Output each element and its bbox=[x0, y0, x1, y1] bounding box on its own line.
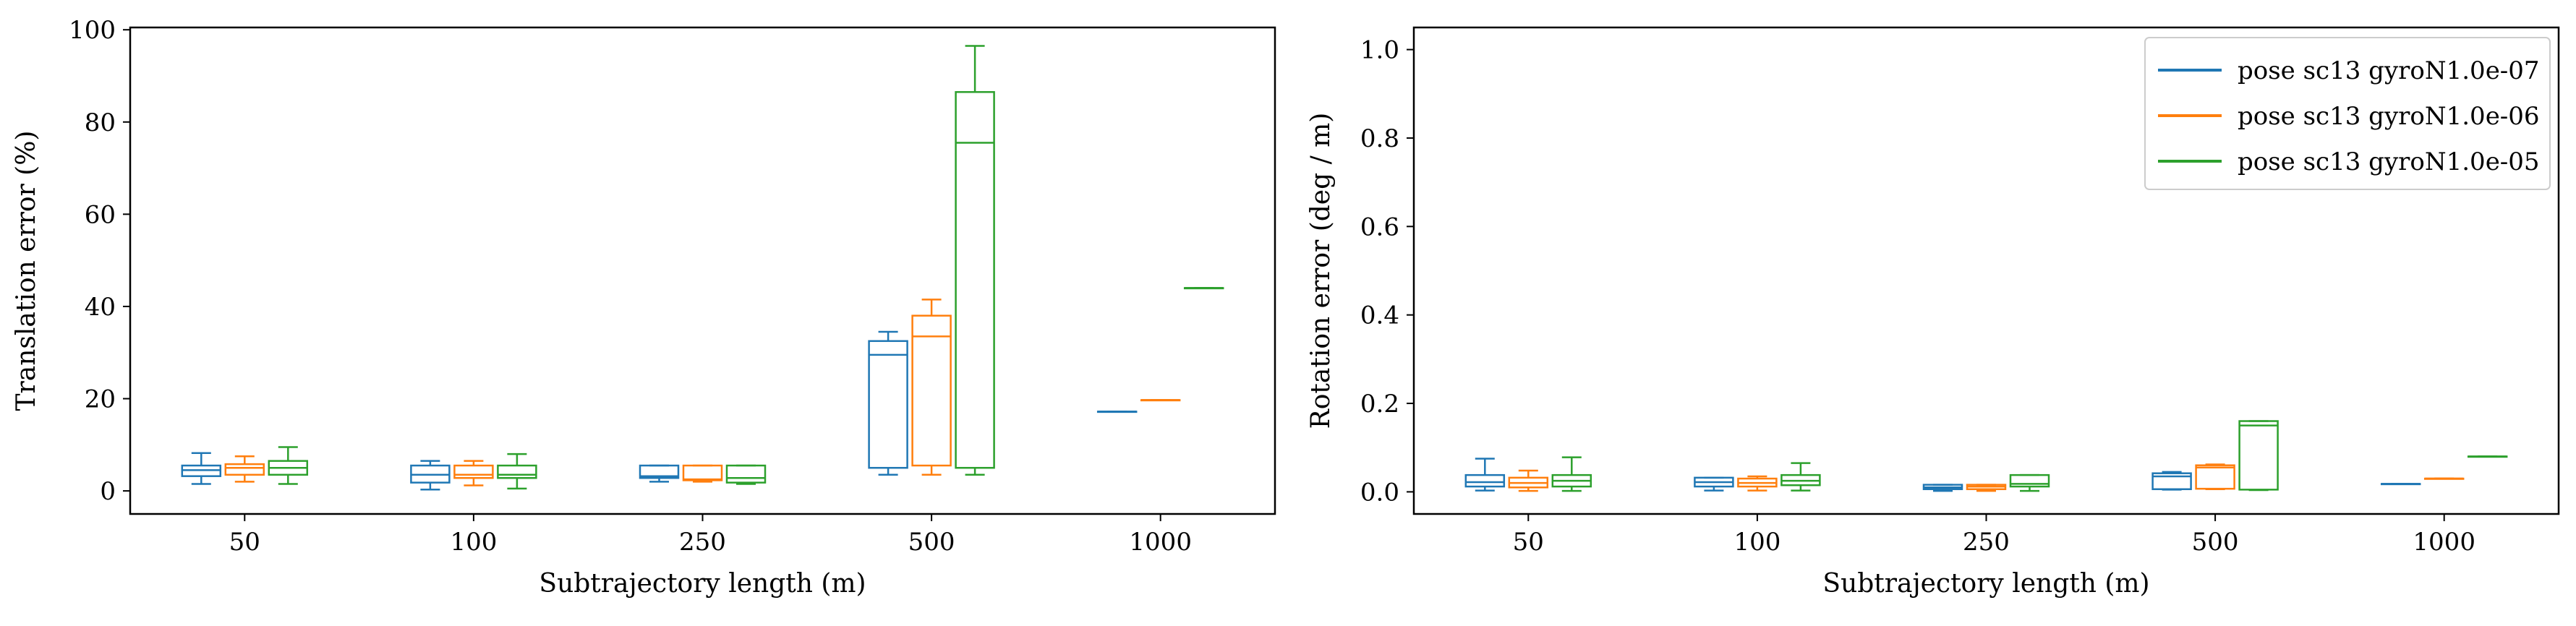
box-body bbox=[868, 340, 908, 469]
y-tick-label: 0.0 bbox=[1360, 478, 1399, 507]
box-pose-sc13-gyron1-0e-07 bbox=[410, 460, 451, 491]
y-axis-label: Translation error (%) bbox=[12, 131, 41, 411]
box-pose-sc13-gyron1-0e-05 bbox=[1780, 462, 1821, 492]
chart-panel-2: 0.0 0.2 0.4 0.6 0.8 1.0 50 100 250 500 1000 Subtraj… bbox=[1306, 26, 2560, 599]
x-axis-label: Subtrajectory length (m) bbox=[1822, 569, 2149, 599]
y-axis-label: Rotation error (deg / m) bbox=[1306, 113, 1336, 429]
box-body bbox=[1464, 473, 1506, 488]
x-axis-label: Subtrajectory length (m) bbox=[539, 569, 866, 599]
box-pose-sc13-gyron1-0e-06 bbox=[682, 464, 723, 483]
y-tick-label: 0.2 bbox=[1360, 390, 1399, 419]
legend-label: pose sc13 gyroN1.0e-07 bbox=[2238, 56, 2540, 85]
chart-panel-1: 0 20 40 60 80 100 50 100 250 500 1000 Subtrajectory… bbox=[12, 16, 1276, 599]
box-pose-sc13-gyron1-0e-07 bbox=[181, 452, 222, 485]
box-body bbox=[2195, 464, 2235, 490]
box-body bbox=[911, 314, 952, 467]
x-tick-label: 100 bbox=[450, 528, 497, 557]
x-tick-label: 500 bbox=[2192, 528, 2239, 557]
box-pose-sc13-gyron1-0e-07 bbox=[639, 464, 680, 483]
y-tick-label: 20 bbox=[85, 385, 116, 414]
x-tick-label: 50 bbox=[1513, 528, 1544, 557]
box-pose-sc13-gyron1-0e-05 bbox=[725, 464, 767, 485]
box-pose-sc13-gyron1-0e-06 bbox=[1737, 475, 1778, 492]
box-pose-sc13-gyron1-0e-05 bbox=[497, 453, 537, 490]
x-tick-label: 250 bbox=[1963, 528, 2010, 557]
box-body bbox=[639, 464, 680, 479]
x-tick-label: 250 bbox=[679, 528, 726, 557]
y-tick-label: 0.8 bbox=[1360, 124, 1399, 153]
x-tick-label: 50 bbox=[229, 528, 260, 557]
box-pose-sc13-gyron1-0e-05 bbox=[2467, 455, 2508, 458]
box-pose-sc13-gyron1-0e-05 bbox=[955, 45, 995, 476]
y-tick-label: 0.4 bbox=[1360, 301, 1399, 330]
box-pose-sc13-gyron1-0e-07 bbox=[2151, 471, 2192, 491]
box-pose-sc13-gyron1-0e-07 bbox=[1922, 484, 1963, 492]
box-body bbox=[224, 463, 265, 476]
box-body bbox=[955, 91, 995, 469]
y-tick-label: 60 bbox=[85, 200, 116, 229]
box-pose-sc13-gyron1-0e-07 bbox=[868, 330, 908, 476]
x-tick-label: 100 bbox=[1733, 528, 1780, 557]
box-body bbox=[497, 464, 537, 479]
y-tick-label: 0 bbox=[100, 477, 116, 506]
y-tick-label: 100 bbox=[69, 16, 116, 45]
box-pose-sc13-gyron1-0e-05 bbox=[2238, 420, 2279, 492]
box-body bbox=[2151, 472, 2192, 490]
legend-label: pose sc13 gyroN1.0e-06 bbox=[2238, 102, 2540, 131]
y-tick-label: 1.0 bbox=[1360, 36, 1399, 65]
box-body bbox=[453, 464, 494, 479]
box-pose-sc13-gyron1-0e-06 bbox=[911, 299, 952, 476]
box-pose-sc13-gyron1-0e-05 bbox=[268, 446, 309, 485]
box-body bbox=[682, 464, 723, 481]
box-pose-sc13-gyron1-0e-06 bbox=[1966, 484, 2007, 492]
legend-frame bbox=[2144, 37, 2551, 190]
box-pose-sc13-gyron1-0e-06 bbox=[2195, 463, 2235, 490]
x-tick-label: 1000 bbox=[1129, 528, 1192, 557]
box-pose-sc13-gyron1-0e-07 bbox=[1694, 476, 1734, 492]
box-pose-sc13-gyron1-0e-07 bbox=[1096, 411, 1138, 413]
box-pose-sc13-gyron1-0e-06 bbox=[1508, 469, 1549, 492]
box-pose-sc13-gyron1-0e-05 bbox=[2009, 473, 2050, 492]
y-tick-label: 0.6 bbox=[1360, 213, 1399, 241]
x-tick-label: 500 bbox=[908, 528, 955, 557]
plot-frame bbox=[129, 26, 1276, 515]
box-pose-sc13-gyron1-0e-07 bbox=[1464, 458, 1506, 492]
box-pose-sc13-gyron1-0e-06 bbox=[453, 460, 494, 486]
box-pose-sc13-gyron1-0e-06 bbox=[224, 455, 265, 483]
x-tick-label: 1000 bbox=[2413, 528, 2475, 557]
box-body bbox=[2009, 473, 2050, 488]
y-tick-label: 80 bbox=[85, 108, 116, 137]
box-pose-sc13-gyron1-0e-05 bbox=[1551, 456, 1592, 492]
y-tick-label: 40 bbox=[85, 293, 116, 322]
legend-label: pose sc13 gyroN1.0e-05 bbox=[2238, 147, 2540, 176]
box-body bbox=[725, 464, 767, 484]
legend: pose sc13 gyroN1.0e-07 pose sc13 gyroN1.0… bbox=[2144, 37, 2551, 190]
box-body bbox=[2238, 420, 2279, 491]
